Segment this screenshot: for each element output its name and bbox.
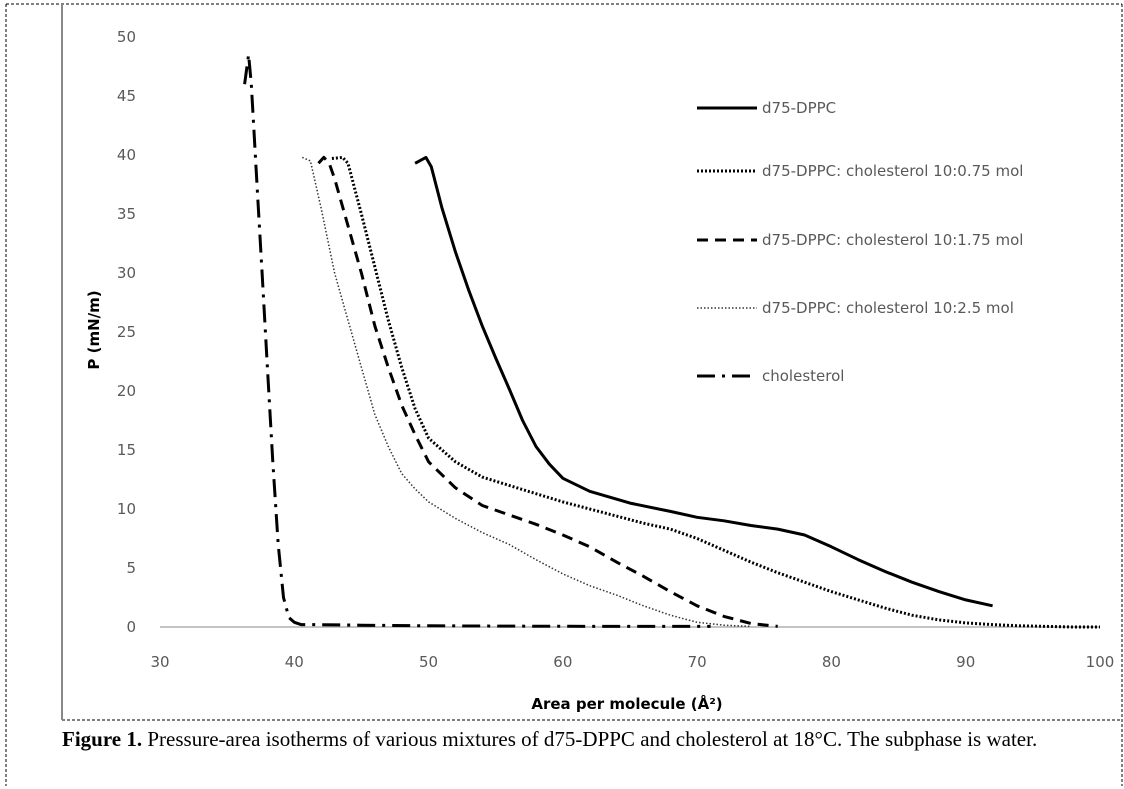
- legend-label-5: cholesterol: [762, 367, 844, 385]
- legend-label-1: d75-DPPC: [762, 99, 836, 117]
- x-tick-label: 50: [419, 653, 438, 671]
- y-tick-label: 10: [117, 500, 136, 518]
- x-tick-label: 30: [150, 653, 169, 671]
- y-tick-label: 30: [117, 264, 136, 282]
- y-tick-label: 15: [117, 441, 136, 459]
- caption-label: Figure 1.: [62, 727, 143, 751]
- figure-caption: Figure 1. Pressure-area isotherms of var…: [62, 726, 1112, 753]
- y-tick-label: 35: [117, 205, 136, 223]
- y-tick-label: 45: [117, 87, 136, 105]
- y-tick-label: 50: [117, 28, 136, 46]
- series-line-1: [414, 155, 993, 608]
- y-tick-label: 20: [117, 382, 136, 400]
- x-tick-label: 70: [688, 653, 707, 671]
- legend-label-3: d75-DPPC: cholesterol 10:1.75 mol: [762, 231, 1023, 249]
- x-tick-label: 40: [285, 653, 304, 671]
- series-line-2: [331, 155, 1100, 629]
- y-tick-label: 0: [126, 618, 136, 636]
- series-line-5: [243, 53, 711, 628]
- legend-label-4: d75-DPPC: cholesterol 10:2.5 mol: [762, 299, 1014, 317]
- legend-label-2: d75-DPPC: cholesterol 10:0.75 mol: [762, 162, 1023, 180]
- legend: d75-DPPC d75-DPPC: cholesterol 10:0.75 mo…: [697, 99, 1023, 385]
- x-tick-label: 80: [822, 653, 841, 671]
- y-tick-label: 40: [117, 146, 136, 164]
- y-axis-title: P (mN/m): [85, 290, 103, 369]
- series-line-3: [317, 155, 778, 628]
- chart: 0 5 10 15 20 25 30 35 40 45 50 30 40 50 60 70 80 90 100 P…: [85, 28, 1114, 713]
- x-tick-label: 90: [956, 653, 975, 671]
- x-axis-title: Area per molecule (Å²): [531, 694, 722, 713]
- series-layer: [243, 53, 1100, 629]
- x-tick-labels: 30 40 50 60 70 80 90 100: [150, 653, 1114, 671]
- caption-text: Pressure-area isotherms of various mixtu…: [142, 727, 1038, 751]
- y-tick-labels: 0 5 10 15 20 25 30 35 40 45 50: [117, 28, 136, 636]
- y-tick-label: 25: [117, 323, 136, 341]
- x-tick-label: 60: [553, 653, 572, 671]
- x-tick-label: 100: [1086, 653, 1115, 671]
- y-tick-label: 5: [126, 559, 136, 577]
- series-line-4: [302, 156, 751, 628]
